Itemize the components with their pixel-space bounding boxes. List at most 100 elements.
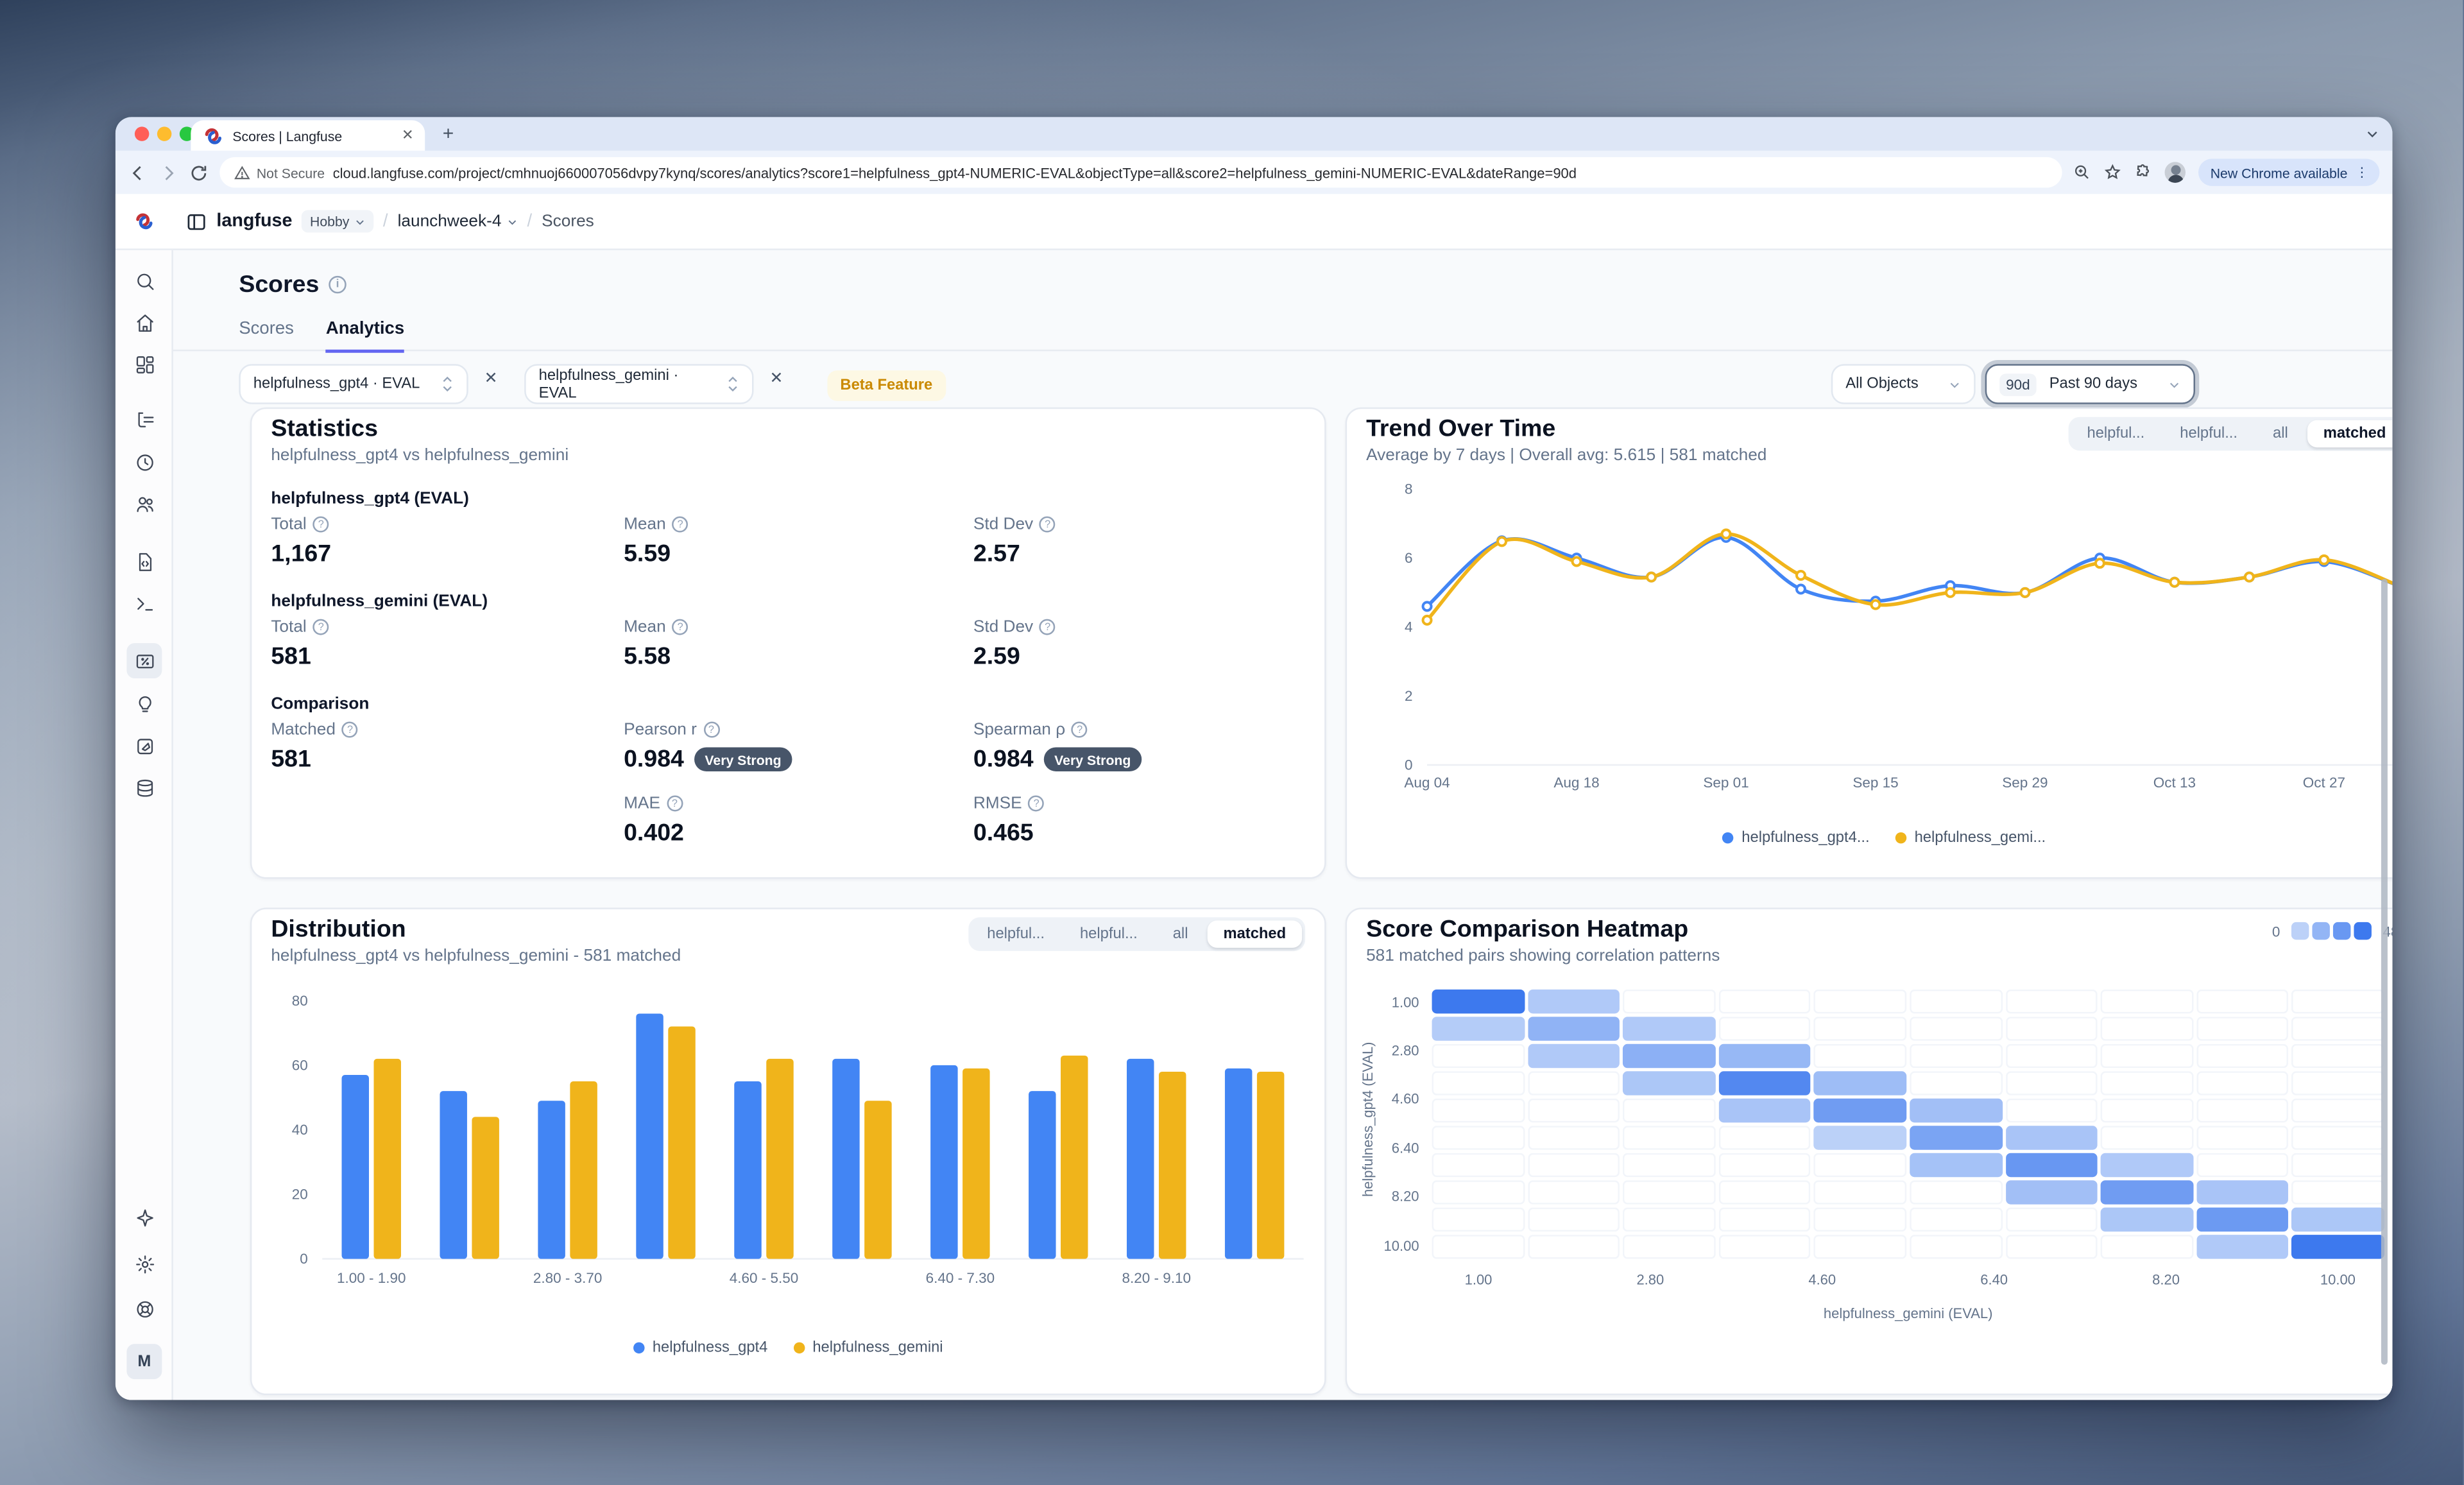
sidebar-item-settings-icon[interactable] bbox=[126, 1246, 162, 1282]
heatmap-cell[interactable] bbox=[2005, 1071, 2098, 1095]
heatmap-cell[interactable] bbox=[2196, 1180, 2289, 1205]
bookmark-star-icon[interactable] bbox=[2105, 164, 2122, 181]
project-selector[interactable]: launchweek-4 bbox=[398, 212, 518, 231]
object-type-select[interactable]: All Objects bbox=[1831, 364, 1976, 404]
browser-tab[interactable]: Scores | Langfuse ✕ bbox=[191, 120, 425, 151]
heatmap-cell[interactable] bbox=[1623, 1235, 1716, 1259]
sidebar-item-sparkle-icon[interactable] bbox=[126, 1199, 162, 1235]
sidebar-item-sessions-icon[interactable] bbox=[126, 444, 162, 479]
sidebar-item-datasets-icon[interactable] bbox=[126, 769, 162, 805]
score1-select[interactable]: helpfulness_gpt4 · EVAL bbox=[239, 364, 468, 404]
heatmap-cell[interactable] bbox=[2291, 1207, 2384, 1232]
sidebar-item-home-icon[interactable] bbox=[126, 305, 162, 340]
heatmap-cell[interactable] bbox=[2196, 1235, 2289, 1259]
heatmap-cell[interactable] bbox=[1623, 1043, 1716, 1069]
heatmap-cell[interactable] bbox=[2196, 1043, 2289, 1069]
langfuse-logo[interactable] bbox=[116, 210, 173, 232]
heatmap-cell[interactable] bbox=[2100, 1071, 2193, 1095]
heatmap-cell[interactable] bbox=[1527, 1235, 1620, 1259]
tab-scores[interactable]: Scores bbox=[239, 319, 294, 339]
heatmap-cell[interactable] bbox=[1718, 989, 1811, 1014]
heatmap-cell[interactable] bbox=[1910, 1071, 2003, 1095]
url-bar[interactable]: Not Secure cloud.langfuse.com/project/cm… bbox=[219, 157, 2063, 188]
heatmap-cell[interactable] bbox=[1718, 1043, 1811, 1069]
heatmap-cell[interactable] bbox=[1527, 1180, 1620, 1205]
heatmap-cell[interactable] bbox=[1814, 1153, 1907, 1178]
page-scrollbar[interactable] bbox=[2381, 579, 2388, 1365]
sidebar-item-evaluation-icon[interactable] bbox=[126, 687, 162, 722]
heatmap-cell[interactable] bbox=[1910, 1126, 2003, 1150]
help-icon[interactable]: ? bbox=[341, 721, 358, 738]
maximize-window-button[interactable] bbox=[179, 126, 194, 141]
plan-badge[interactable]: Hobby bbox=[302, 210, 373, 233]
sidebar-item-dashboard-icon[interactable] bbox=[126, 347, 162, 382]
heatmap-cell[interactable] bbox=[1527, 1043, 1620, 1069]
heatmap-cell[interactable] bbox=[1814, 1017, 1907, 1041]
heatmap-cell[interactable] bbox=[2196, 1071, 2289, 1095]
heatmap-cell[interactable] bbox=[1432, 1126, 1525, 1150]
heatmap-cell[interactable] bbox=[2100, 1098, 2193, 1123]
heatmap-cell[interactable] bbox=[1623, 1017, 1716, 1041]
toggle-option-all[interactable]: all bbox=[2272, 425, 2288, 443]
heatmap-cell[interactable] bbox=[1623, 1180, 1716, 1205]
heatmap-cell[interactable] bbox=[2100, 989, 2193, 1014]
heatmap-cell[interactable] bbox=[1814, 1180, 1907, 1205]
toggle-option-helpful[interactable]: helpful... bbox=[987, 925, 1045, 943]
heatmap-cell[interactable] bbox=[1527, 1098, 1620, 1123]
sidebar-toggle-icon[interactable] bbox=[186, 211, 207, 232]
legend-item[interactable]: helpfulness_gpt4 bbox=[633, 1339, 767, 1357]
heatmap-cell[interactable] bbox=[1432, 1235, 1525, 1259]
toggle-option-helpful[interactable]: helpful... bbox=[2180, 425, 2238, 443]
profile-avatar[interactable] bbox=[2165, 162, 2187, 183]
forward-button[interactable] bbox=[158, 163, 178, 182]
heatmap-cell[interactable] bbox=[2196, 1017, 2289, 1041]
remove-score2-button[interactable]: ✕ bbox=[769, 370, 783, 388]
info-icon[interactable]: i bbox=[329, 275, 346, 294]
sidebar-item-playground-icon[interactable] bbox=[126, 585, 162, 621]
heatmap-cell[interactable] bbox=[1432, 1207, 1525, 1232]
heatmap-cell[interactable] bbox=[2291, 1235, 2384, 1259]
remove-score1-button[interactable]: ✕ bbox=[484, 370, 498, 388]
zoom-icon[interactable] bbox=[2074, 164, 2091, 181]
heatmap-cell[interactable] bbox=[2100, 1043, 2193, 1069]
browser-menu-icon[interactable]: ⋮ bbox=[2355, 165, 2368, 180]
heatmap-cell[interactable] bbox=[1814, 1126, 1907, 1150]
heatmap-cell[interactable] bbox=[2005, 1153, 2098, 1178]
sidebar-item-search-icon[interactable] bbox=[126, 263, 162, 298]
help-icon[interactable]: ? bbox=[703, 721, 719, 738]
heatmap-cell[interactable] bbox=[1527, 1207, 1620, 1232]
heatmap-cell[interactable] bbox=[1527, 1126, 1620, 1150]
heatmap-cell[interactable] bbox=[2196, 989, 2289, 1014]
chrome-update-button[interactable]: New Chrome available ⋮ bbox=[2199, 159, 2380, 186]
heatmap-cell[interactable] bbox=[1814, 1098, 1907, 1123]
heatmap-cell[interactable] bbox=[1910, 1017, 2003, 1041]
heatmap-cell[interactable] bbox=[2005, 1235, 2098, 1259]
heatmap-cell[interactable] bbox=[1527, 989, 1620, 1014]
toggle-option-all[interactable]: all bbox=[1172, 925, 1188, 943]
heatmap-cell[interactable] bbox=[1623, 1071, 1716, 1095]
heatmap-cell[interactable] bbox=[1718, 1017, 1811, 1041]
reload-button[interactable] bbox=[189, 163, 209, 182]
heatmap-cell[interactable] bbox=[1432, 1180, 1525, 1205]
sidebar-item-scores-icon[interactable] bbox=[126, 643, 162, 679]
heatmap-cell[interactable] bbox=[1718, 1153, 1811, 1178]
brand-name[interactable]: langfuse bbox=[216, 211, 293, 231]
heatmap-cell[interactable] bbox=[1432, 1153, 1525, 1178]
help-icon[interactable]: ? bbox=[1040, 516, 1056, 533]
help-icon[interactable]: ? bbox=[312, 619, 329, 635]
heatmap-cell[interactable] bbox=[1814, 1043, 1907, 1069]
help-icon[interactable]: ? bbox=[672, 516, 689, 533]
heatmap-cell[interactable] bbox=[2291, 1098, 2384, 1123]
close-window-button[interactable] bbox=[134, 126, 150, 141]
heatmap-cell[interactable] bbox=[1432, 989, 1525, 1014]
heatmap-cell[interactable] bbox=[2196, 1126, 2289, 1150]
heatmap-cell[interactable] bbox=[2291, 1043, 2384, 1069]
heatmap-cell[interactable] bbox=[2005, 1017, 2098, 1041]
heatmap-cell[interactable] bbox=[2291, 1180, 2384, 1205]
heatmap-cell[interactable] bbox=[1623, 989, 1716, 1014]
score2-select[interactable]: helpfulness_gemini · EVAL bbox=[524, 364, 754, 404]
heatmap-cell[interactable] bbox=[1527, 1017, 1620, 1041]
help-icon[interactable]: ? bbox=[1040, 619, 1056, 635]
sidebar-item-tracing-icon[interactable] bbox=[126, 402, 162, 438]
heatmap-cell[interactable] bbox=[2005, 1207, 2098, 1232]
